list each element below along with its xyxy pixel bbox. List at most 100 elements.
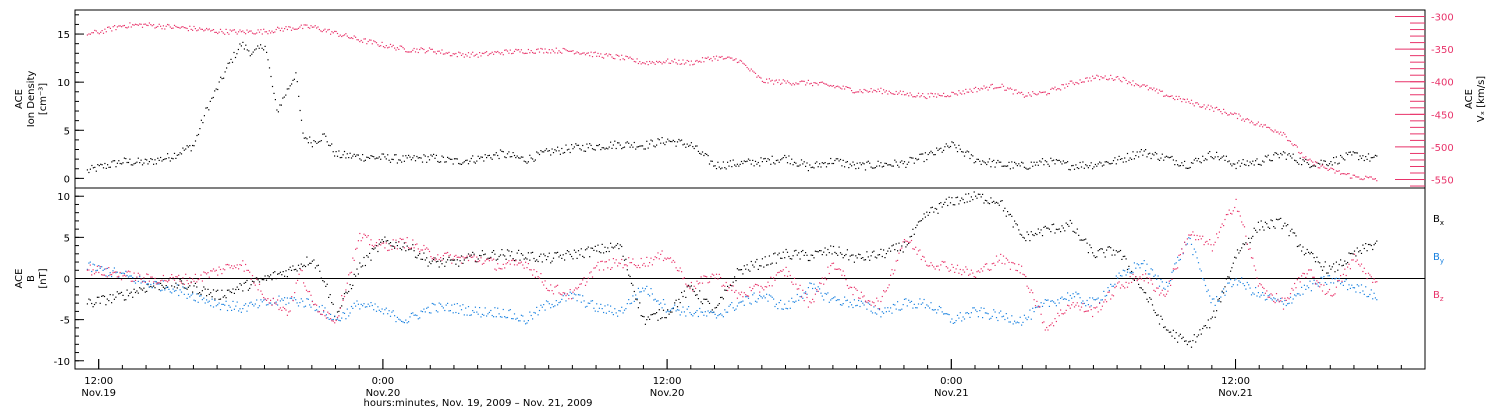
bz-point <box>870 304 872 306</box>
vx-point <box>1007 87 1009 89</box>
by-point <box>129 275 131 277</box>
bz-point <box>88 269 90 271</box>
vx-point <box>1282 132 1285 134</box>
bz-point <box>153 281 155 283</box>
vx-point <box>506 50 509 52</box>
density-point <box>1174 164 1176 166</box>
vx-point <box>330 33 332 35</box>
density-point <box>919 153 921 155</box>
bz-point <box>352 257 354 259</box>
by-point <box>459 305 461 307</box>
density-point <box>846 161 848 163</box>
vx-point <box>982 88 984 90</box>
bz-point <box>628 257 630 259</box>
bz-point <box>98 271 100 274</box>
vx-point <box>387 47 389 49</box>
density-point <box>511 156 513 158</box>
bz-point <box>1128 282 1130 284</box>
bx-point <box>270 274 272 276</box>
bx-point <box>144 291 146 293</box>
bx-point <box>1298 245 1300 247</box>
vx-point <box>445 52 447 54</box>
bx-point <box>1239 250 1241 252</box>
bz-point <box>486 258 488 261</box>
bz-point <box>937 265 939 267</box>
bz-point <box>558 292 560 294</box>
bz-point <box>1182 252 1184 254</box>
vx-point <box>855 91 857 93</box>
date-tick-label: Nov.20 <box>650 388 685 399</box>
density-point <box>1129 157 1131 159</box>
bx-point <box>1093 255 1095 257</box>
bx-point <box>729 284 731 286</box>
bz-point <box>526 267 528 269</box>
vx-point <box>573 53 575 55</box>
bz-point <box>1012 262 1014 264</box>
by-point <box>476 311 478 313</box>
bx-point <box>1046 227 1048 229</box>
bx-point <box>1287 224 1289 226</box>
bx-point <box>844 255 846 257</box>
bz-point <box>139 274 141 276</box>
bx-point <box>714 307 716 309</box>
bx-point <box>1275 218 1278 220</box>
by-point <box>993 309 995 311</box>
bz-point <box>364 234 366 236</box>
bz-point <box>498 267 500 269</box>
by-point <box>1309 280 1311 282</box>
bx-point <box>215 290 217 292</box>
bx-point <box>1356 247 1358 249</box>
by-point <box>423 308 425 310</box>
bx-point <box>1005 215 1007 217</box>
vx-point <box>1296 146 1298 148</box>
bx-point <box>342 298 344 300</box>
by-point <box>296 302 298 304</box>
by-point <box>587 302 589 304</box>
bx-point <box>993 200 995 202</box>
density-point <box>742 162 744 165</box>
bx-point <box>1023 237 1025 239</box>
bx-point <box>385 240 387 242</box>
bz-point <box>1365 273 1367 275</box>
bx-point <box>438 266 440 268</box>
by-point <box>903 298 906 300</box>
vx-point <box>164 28 166 30</box>
bx-point <box>134 291 137 294</box>
bx-point <box>1280 217 1282 219</box>
vx-point <box>1058 88 1060 90</box>
bx-point <box>1232 262 1234 264</box>
by-point <box>612 314 614 316</box>
bx-point <box>636 299 638 301</box>
bx-point <box>1008 214 1010 216</box>
by-point <box>529 311 531 313</box>
bz-point <box>341 295 343 297</box>
density-point <box>603 147 605 149</box>
bz-point <box>1284 297 1286 299</box>
bz-point <box>289 310 291 312</box>
bx-point <box>158 289 160 291</box>
bz-point <box>1295 287 1297 289</box>
density-point <box>357 154 359 156</box>
by-point <box>1195 251 1197 253</box>
bz-point <box>1275 293 1278 295</box>
bz-point <box>140 278 142 280</box>
vx-point <box>884 91 886 93</box>
bx-point <box>724 289 726 291</box>
bx-point <box>1018 229 1020 231</box>
by-point <box>1246 281 1248 284</box>
bz-point <box>605 261 607 263</box>
density-point <box>706 153 708 155</box>
vx-point <box>1154 90 1156 92</box>
vx-point <box>906 92 908 94</box>
vx-point <box>1234 112 1236 114</box>
vx-point <box>420 47 422 49</box>
density-point <box>678 138 680 141</box>
bx-point <box>1103 252 1105 254</box>
by-point <box>155 281 157 283</box>
vx-point <box>1050 88 1052 90</box>
density-point <box>519 157 521 159</box>
bz-point <box>739 294 741 296</box>
by-point <box>695 311 697 313</box>
vx-point <box>915 96 917 98</box>
by-point <box>739 301 741 303</box>
